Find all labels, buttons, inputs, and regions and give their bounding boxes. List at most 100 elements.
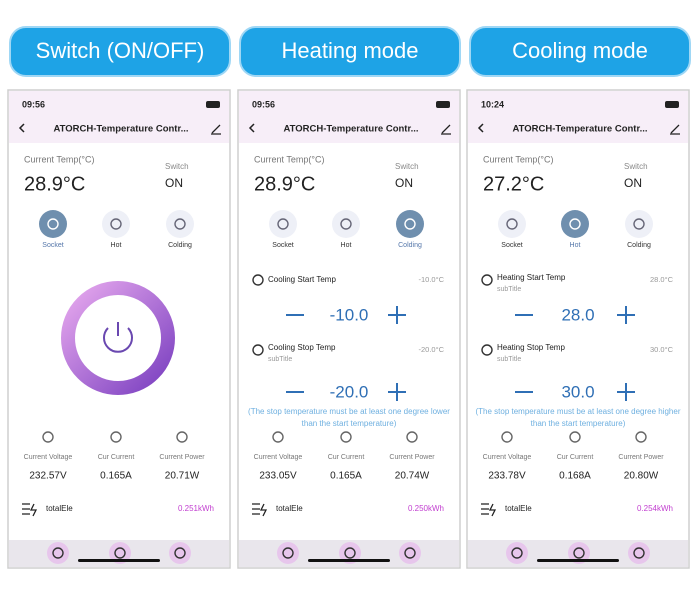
switch-value: ON [165, 176, 183, 190]
phone: 09:56 ATORCH-Temperature Contr... Current … [7, 89, 231, 569]
icon [633, 547, 645, 559]
stat-value: 0.168A [559, 471, 591, 482]
mode-label: Colding [398, 242, 422, 249]
mode-pill [239, 26, 461, 77]
nav-button[interactable] [628, 542, 650, 564]
phone: 09:56 ATORCH-Temperature Contr... Current … [237, 89, 461, 569]
total-value: 0.254kWh [637, 504, 673, 513]
icon [174, 547, 186, 559]
mode-button[interactable] [396, 210, 424, 238]
temp-value: 27.2°C [483, 173, 544, 195]
setting-title: Heating Stop Temp [497, 343, 565, 352]
mode-label: Hot [111, 242, 122, 249]
stat-label: Current Power [618, 454, 664, 461]
mode-button[interactable] [166, 210, 194, 238]
stat-value: 233.78V [488, 471, 526, 482]
icon [52, 547, 64, 559]
icon [272, 431, 284, 443]
stat-value: 0.165A [100, 471, 132, 482]
power-ring[interactable] [61, 281, 175, 395]
edit-icon [441, 124, 451, 135]
warning: (The stop temperature must be at least o… [248, 407, 450, 428]
mode-button[interactable] [39, 210, 67, 238]
stat-value: 233.05V [259, 471, 297, 482]
mode-button[interactable] [561, 210, 589, 238]
mode-button[interactable] [269, 210, 297, 238]
nav-button[interactable] [339, 542, 361, 564]
icon [506, 218, 518, 230]
phone-frame [466, 89, 690, 569]
nav-button[interactable] [568, 542, 590, 564]
setting-current: -10.0°C [418, 275, 444, 284]
total-value: 0.251kWh [178, 504, 214, 513]
mode-button[interactable] [625, 210, 653, 238]
home-indicator [537, 559, 619, 562]
mode-pill [9, 26, 231, 77]
icon [282, 547, 294, 559]
phone-frame [237, 89, 461, 569]
setting-value: -10.0 [330, 305, 369, 324]
stat-label: Cur Current [328, 454, 365, 461]
stat-label: Current Power [389, 454, 435, 461]
edit-icon [670, 124, 680, 135]
mode-button[interactable] [498, 210, 526, 238]
stat-value: 20.80W [624, 471, 659, 482]
icon [344, 547, 356, 559]
mode-pill [469, 26, 691, 77]
icon [340, 431, 352, 443]
stat-value: 20.74W [395, 471, 430, 482]
mode-label: Socket [501, 242, 522, 249]
icon [481, 274, 493, 286]
temp-label: Current Temp(°C) [24, 154, 94, 164]
icon [569, 218, 581, 230]
warning-box: (The stop temperature must be at least o… [475, 407, 680, 428]
pill-label: Heating mode [282, 38, 419, 63]
plus-button[interactable] [388, 306, 406, 324]
nav-button[interactable] [277, 542, 299, 564]
nav-button[interactable] [399, 542, 421, 564]
icon [42, 431, 54, 443]
setting-subtitle: subTitle [497, 356, 521, 363]
total-icon [22, 503, 38, 517]
icon [252, 274, 264, 286]
home-indicator [78, 559, 160, 562]
icon [110, 218, 122, 230]
plus-button[interactable] [617, 306, 635, 324]
switch-label: Switch [624, 162, 648, 171]
nav-button[interactable] [109, 542, 131, 564]
battery [206, 101, 220, 108]
header-title: ATORCH-Temperature Contr... [512, 124, 647, 135]
mode-button[interactable] [102, 210, 130, 238]
power-icon [103, 322, 133, 353]
total-label: totalEle [46, 504, 73, 513]
setting-value: -20.0 [330, 382, 369, 401]
icon [176, 431, 188, 443]
mode-label: Colding [627, 242, 651, 249]
warning-box: (The stop temperature must be at least o… [248, 407, 450, 428]
switch-label: Switch [395, 162, 419, 171]
mode-label: Colding [168, 242, 192, 249]
stat-value: 20.71W [165, 471, 200, 482]
back-arrow [248, 123, 255, 133]
plus-button[interactable] [617, 383, 635, 401]
plus-button[interactable] [388, 383, 406, 401]
icon [47, 218, 59, 230]
stat-label: Current Power [159, 454, 205, 461]
top-bar [239, 91, 459, 143]
icon [340, 218, 352, 230]
switch-value: ON [624, 176, 642, 190]
icon [252, 344, 264, 356]
setting-current: 28.0°C [650, 275, 674, 284]
nav-button[interactable] [47, 542, 69, 564]
mode-button[interactable] [332, 210, 360, 238]
setting-subtitle: subTitle [497, 286, 521, 293]
nav-button[interactable] [506, 542, 528, 564]
stat-label: Cur Current [557, 454, 594, 461]
icon [481, 344, 493, 356]
setting-title: Cooling Stop Temp [268, 343, 336, 352]
nav-button[interactable] [169, 542, 191, 564]
mode-label: Socket [272, 242, 293, 249]
temp-label: Current Temp(°C) [483, 154, 553, 164]
switch-value: ON [395, 176, 413, 190]
